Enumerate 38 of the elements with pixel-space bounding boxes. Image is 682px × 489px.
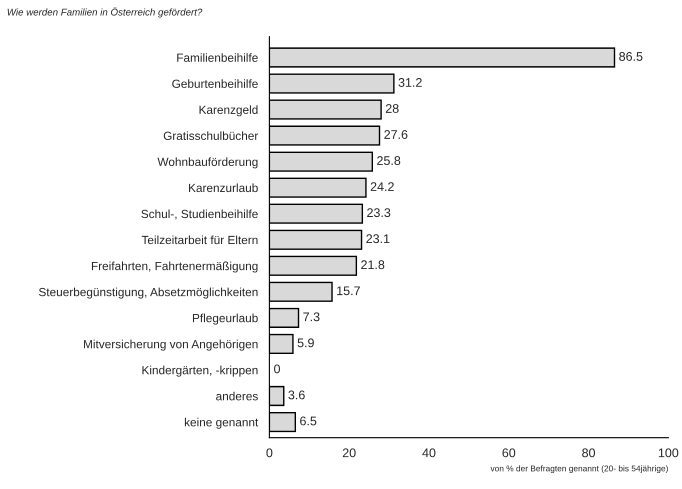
y-tick-label: Geburtenbeihilfe	[172, 79, 258, 88]
y-tick-label: Freifahrten, Fahrtenermäßigung	[92, 262, 258, 273]
data-label: 15.7	[337, 286, 360, 296]
data-label: 0	[274, 364, 280, 374]
x-tick-label: 60	[502, 448, 516, 458]
y-tick-label: Kindergärten, -krippen	[142, 366, 258, 377]
y-tick-label: Pflegeurlaub	[192, 314, 258, 325]
data-label: 25.8	[377, 156, 400, 166]
data-label: 24.2	[370, 182, 394, 191]
data-label: 28	[386, 104, 399, 113]
data-label: 21.8	[361, 260, 384, 270]
y-tick-label: Karenzurlaub	[189, 183, 258, 192]
y-tick-label: Familienbeihilfe	[177, 53, 258, 62]
data-label: 5.9	[298, 338, 314, 348]
data-label: 3.6	[288, 390, 305, 400]
x-tick-label: 0	[266, 448, 272, 458]
x-tick-label: 40	[422, 448, 436, 458]
data-label: 7.3	[303, 312, 320, 322]
y-tick-label: Steuerbegünstigung, Absetzmöglichkeiten	[38, 288, 258, 299]
y-tick-label: anderes	[216, 392, 258, 400]
text: Wie werden Familien in Österreich gefördert?	[8, 7, 202, 18]
y-tick-label: Gratisschulbücher	[164, 131, 258, 140]
y-tick-label: Karenzgeld	[200, 105, 258, 116]
x-tick-label: 100	[658, 448, 678, 458]
data-label: 31.2	[398, 78, 422, 87]
data-label: 23.1	[366, 234, 390, 244]
x-tick-label: 20	[342, 448, 356, 458]
data-label: 27.6	[384, 130, 408, 139]
data-label: 6.5	[300, 416, 316, 426]
x-tick-label: 80	[582, 448, 596, 458]
data-label: 86.5	[619, 52, 642, 61]
y-tick-label: Schul-, Studienbeihilfe	[141, 209, 258, 220]
y-tick-label: Teilzeitarbeit für Eltern	[142, 235, 258, 244]
x-axis-title: von % der Befragten genannt (20- bis 54jährige)	[490, 465, 668, 474]
data-label: 23.3	[367, 208, 390, 218]
y-tick-label: keine genannt	[184, 418, 258, 429]
y-tick-label: Wohnbauförderung	[157, 157, 258, 168]
y-tick-label: Mitversicherung von Angehörigen	[84, 340, 258, 351]
